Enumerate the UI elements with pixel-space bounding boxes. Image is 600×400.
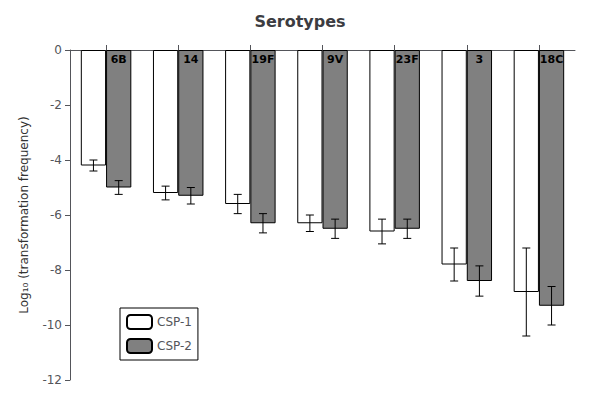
- svg-text:CSP-2: CSP-2: [157, 339, 192, 353]
- svg-text:0: 0: [54, 43, 62, 57]
- svg-text:9V: 9V: [327, 53, 344, 66]
- svg-text:14: 14: [183, 53, 199, 66]
- svg-text:18C: 18C: [540, 53, 563, 66]
- svg-text:23F: 23F: [396, 53, 419, 66]
- svg-text:-2: -2: [50, 98, 62, 112]
- svg-text:-4: -4: [50, 153, 62, 167]
- svg-text:-12: -12: [42, 373, 62, 387]
- svg-text:Serotypes: Serotypes: [254, 12, 345, 31]
- svg-text:6B: 6B: [111, 53, 127, 66]
- svg-text:-10: -10: [42, 318, 62, 332]
- svg-text:-8: -8: [50, 263, 62, 277]
- svg-text:CSP-1: CSP-1: [157, 315, 192, 329]
- svg-text:19F: 19F: [252, 53, 275, 66]
- svg-text:3: 3: [476, 53, 484, 66]
- svg-text:-6: -6: [50, 208, 62, 222]
- svg-text:Log₁₀ (transformation frequenc: Log₁₀ (transformation frequency): [17, 116, 31, 313]
